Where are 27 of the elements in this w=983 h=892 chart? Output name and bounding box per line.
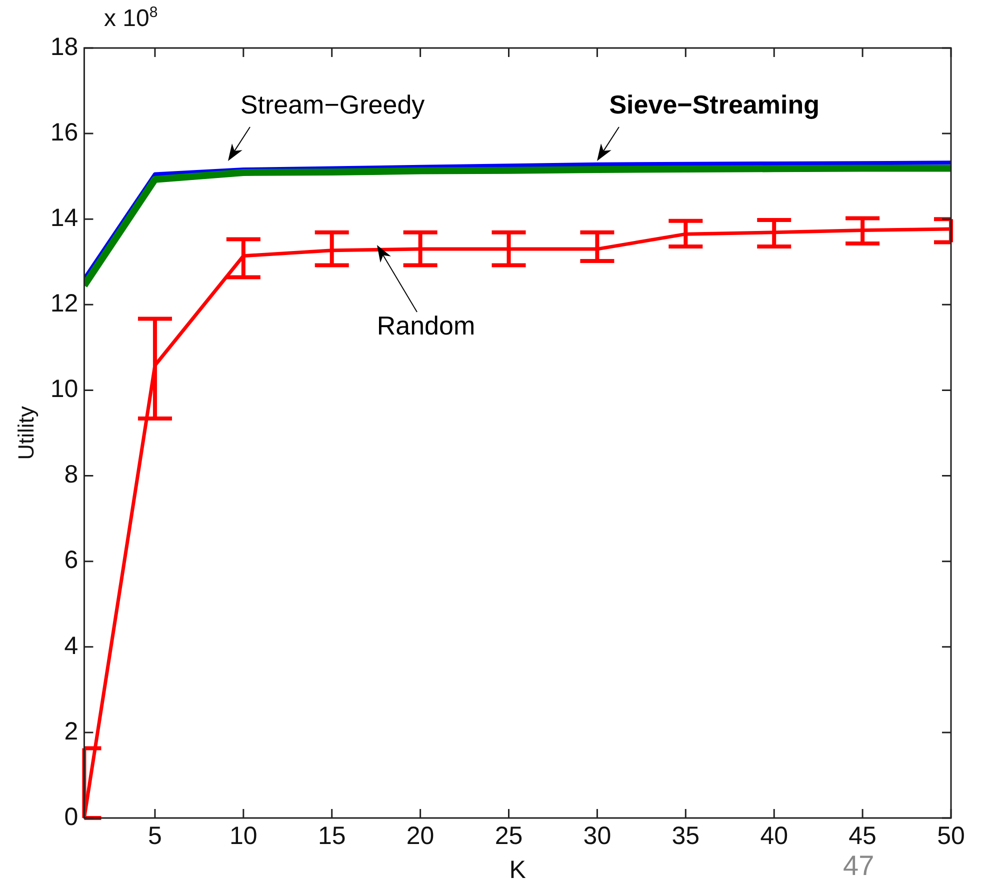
x-tick-label: 25 <box>494 822 523 850</box>
text: Random <box>376 310 476 341</box>
x-tick-label: 10 <box>230 822 258 850</box>
y-tick-label: 12 <box>50 290 78 318</box>
y-tick-label: 16 <box>50 118 78 146</box>
y-tick-label: 14 <box>50 204 78 232</box>
y-tick-label: 6 <box>64 546 78 574</box>
x-tick-label: 50 <box>937 822 965 850</box>
y-tick-label: 2 <box>64 717 78 746</box>
x-tick-label: 45 <box>848 822 876 850</box>
text: x 10$^{8}$ <box>104 4 158 33</box>
text: 47 <box>843 850 874 882</box>
y-tick-label: 0 <box>64 802 78 831</box>
x-tick-label: 35 <box>672 822 700 850</box>
y-tick-label: 8 <box>64 460 78 489</box>
y-tick-label: 10 <box>50 375 78 404</box>
y-tick-label: 4 <box>64 632 78 660</box>
y-axis-title: Utility <box>13 406 38 460</box>
y-tick-label: 18 <box>50 32 78 61</box>
series-label: Stream−Greedy <box>240 90 425 120</box>
series-label: Sieve−Streaming <box>609 90 820 120</box>
x-tick-label: 30 <box>583 822 612 850</box>
x-tick-label: 15 <box>318 822 346 850</box>
x-axis-title: K <box>509 856 526 884</box>
x-tick-label: 5 <box>148 822 162 850</box>
x-tick-label: 40 <box>760 822 788 850</box>
x-tick-label: 20 <box>406 822 434 850</box>
